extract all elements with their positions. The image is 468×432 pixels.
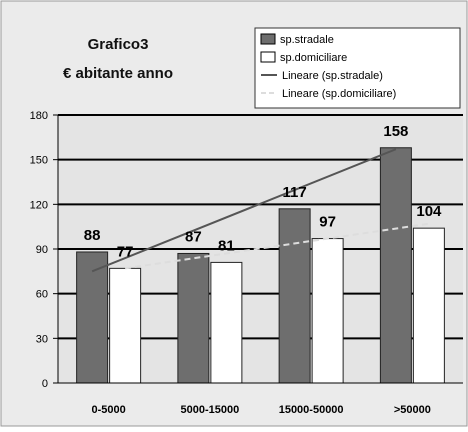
trend-layer — [91, 148, 430, 273]
xtick-label-50000: >50000 — [394, 404, 431, 416]
data-label-sp-domiciliare-15000-50000: 97 — [319, 214, 336, 231]
bars-layer — [76, 147, 445, 384]
ytick-label-120: 120 — [30, 199, 48, 211]
bar-sp-stradale-50000 — [379, 147, 412, 384]
axis-layer: 0 30 60 90 120 150 180 0-5000 5000-15000 15000-50… — [30, 110, 463, 416]
ytick-label-30: 30 — [36, 333, 48, 345]
data-label-sp-stradale-5000-15000: 87 — [185, 228, 202, 245]
ytick-label-60: 60 — [36, 289, 48, 301]
xtick-label-15000-50000: 15000-50000 — [279, 404, 344, 416]
bar-sp-stradale-5000-15000 — [177, 252, 210, 384]
data-label-sp-domiciliare-50000: 104 — [416, 203, 442, 220]
labels-layer: 88 77 87 81 117 97 158 104 — [84, 123, 442, 261]
bar-sp-domiciliare-50000 — [412, 227, 445, 384]
bar-sp-stradale-0-5000 — [76, 251, 109, 384]
trendline-lineare-sp-domiciliare — [124, 222, 430, 270]
ytick-label-90: 90 — [36, 244, 48, 256]
xtick-label-5000-15000: 5000-15000 — [181, 404, 240, 416]
data-label-sp-stradale-15000-50000: 117 — [283, 184, 307, 201]
bar-sp-domiciliare-5000-15000 — [210, 261, 243, 384]
xtick-label-0-5000: 0-5000 — [91, 404, 125, 416]
legend-label-trend-stradale: Lineare (sp.stradale) — [282, 70, 383, 82]
chart-title-line2: € abitante anno — [63, 65, 173, 82]
data-label-sp-stradale-50000: 158 — [383, 123, 408, 140]
trendline-lineare-sp-stradale — [91, 148, 397, 273]
data-label-sp-domiciliare-5000-15000: 81 — [218, 237, 235, 254]
bar-sp-domiciliare-15000-50000 — [311, 238, 344, 384]
legend-swatch-sp-domiciliare — [260, 51, 276, 63]
data-label-sp-domiciliare-0-5000: 77 — [117, 243, 134, 260]
legend-label-sp-stradale: sp.stradale — [280, 34, 334, 46]
bar-sp-domiciliare-0-5000 — [109, 267, 142, 384]
ytick-label-150: 150 — [30, 155, 48, 167]
ytick-label-0: 0 — [42, 378, 48, 390]
bar-sp-stradale-15000-50000 — [278, 208, 311, 384]
legend-swatch-sp-stradale — [260, 33, 276, 45]
data-label-sp-stradale-0-5000: 88 — [84, 227, 101, 244]
ytick-label-180: 180 — [30, 110, 48, 122]
legend-label-sp-domiciliare: sp.domiciliare — [280, 52, 347, 64]
chart-title-line1: Grafico3 — [88, 36, 149, 53]
legend-box — [254, 27, 461, 109]
legend-label-trend-domiciliare: Lineare (sp.domiciliare) — [282, 88, 396, 100]
legend: sp.stradale sp.domiciliare Lineare (sp.s… — [254, 27, 461, 109]
